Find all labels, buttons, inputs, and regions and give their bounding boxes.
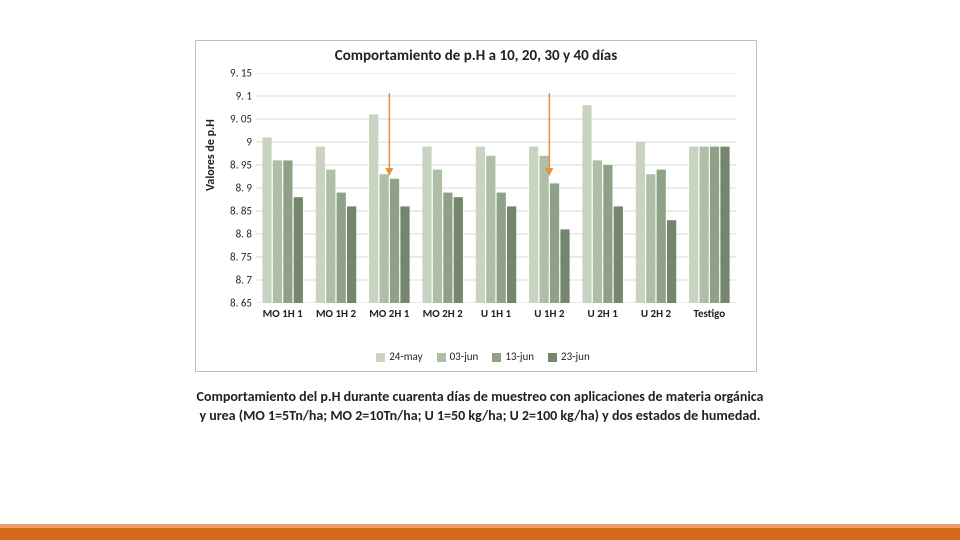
x-tick-label: U 1H 1 (481, 307, 511, 320)
legend-label: 13-jun (505, 350, 534, 363)
ph-chart: Comportamiento de p.H a 10, 20, 30 y 40 … (195, 40, 757, 372)
x-tick-label: MO 2H 1 (369, 307, 409, 320)
caption-line-1: Comportamiento del p.H durante cuarenta … (197, 388, 764, 405)
caption: Comportamiento del p.H durante cuarenta … (120, 388, 840, 426)
x-tick-label: Testigo (693, 307, 725, 320)
x-tick-label: U 2H 2 (641, 307, 671, 320)
footer-accent-bar (0, 528, 960, 540)
legend-label: 03-jun (450, 350, 479, 363)
chart-title: Comportamiento de p.H a 10, 20, 30 y 40 … (196, 41, 756, 65)
x-tick-label: MO 2H 2 (423, 307, 463, 320)
plot-area (256, 73, 736, 303)
slide: Comportamiento de p.H a 10, 20, 30 y 40 … (0, 0, 960, 540)
y-axis-label: Valores de p.H (204, 119, 218, 191)
x-tick-label: U 1H 2 (534, 307, 564, 320)
legend: 24-may 03-jun 13-jun 23-jun (196, 350, 756, 363)
x-ticks: MO 1H 1 MO 1H 2 MO 2H 1 MO 2H 2 U 1H 1 U 1H 2… (256, 307, 736, 323)
y-ticks: 9. 159. 19. 0598. 958. 98. 858. 88. 758.… (224, 73, 254, 303)
legend-label: 24-may (389, 350, 422, 363)
x-tick-label: MO 1H 1 (263, 307, 303, 320)
caption-line-2: y urea (MO 1=5Tn/ha; MO 2=10Tn/ha; U 1=5… (199, 407, 760, 424)
x-tick-label: U 2H 1 (588, 307, 618, 320)
x-tick-label: MO 1H 2 (316, 307, 356, 320)
legend-label: 23-jun (561, 350, 590, 363)
